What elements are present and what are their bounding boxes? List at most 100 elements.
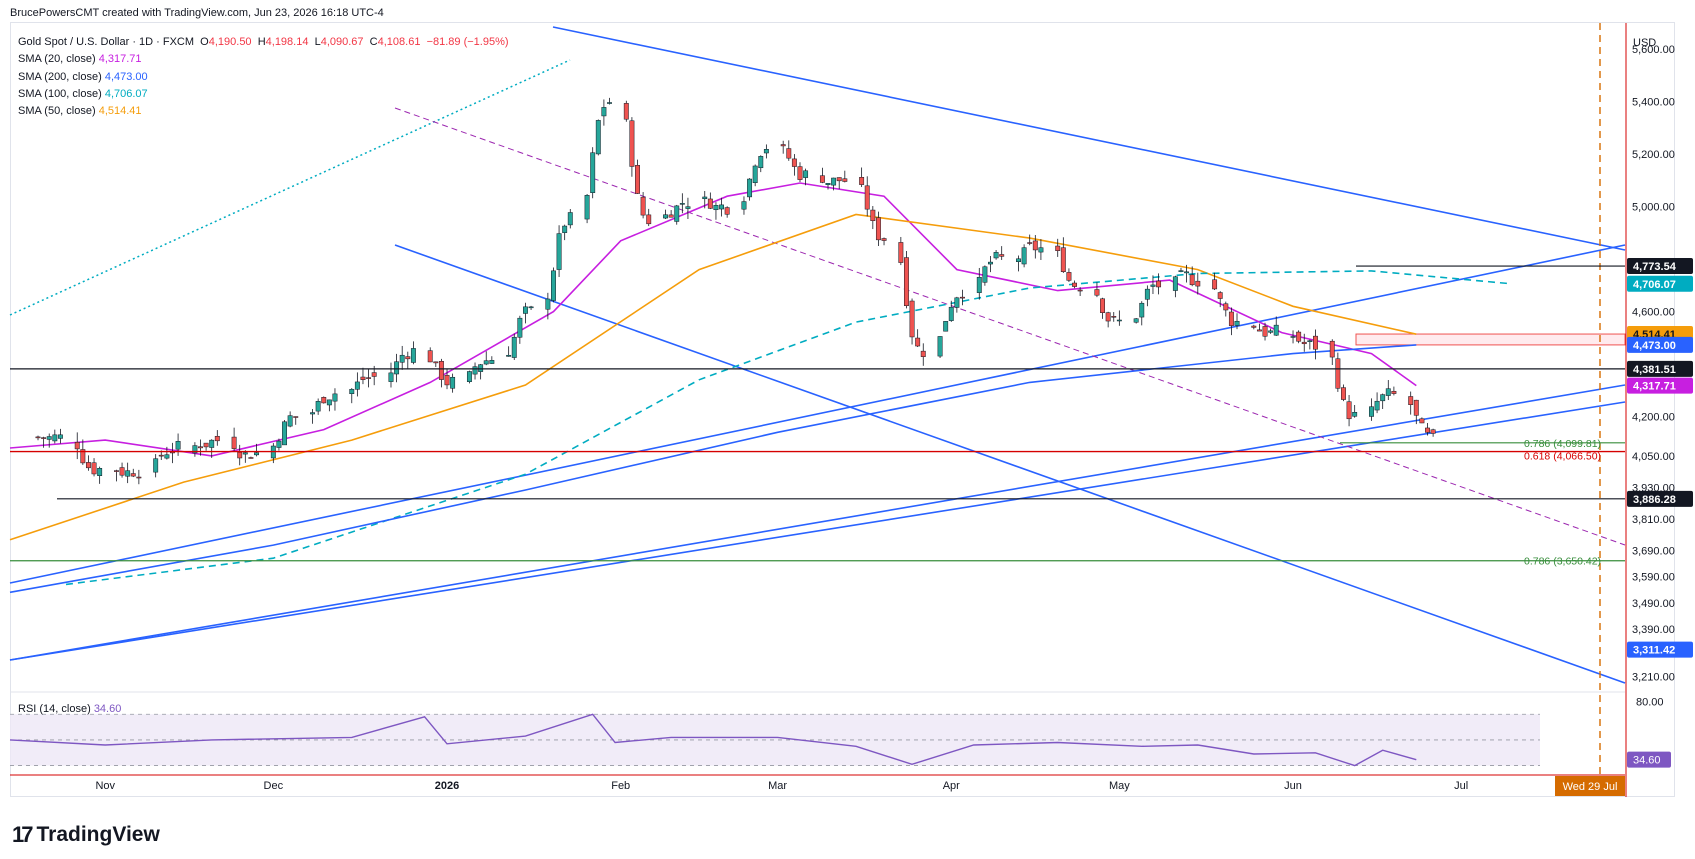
tradingview-logo: 17 TradingView [12,822,160,848]
price-badge [1627,360,1693,377]
tradingview-logo-text: TradingView [36,823,160,846]
price-badge [1627,336,1693,353]
candle-body [819,175,825,183]
symbol-label: Gold Spot / U.S. Dollar · 1D · FXCM [18,36,195,48]
sma-row[interactable]: SMA (20, close) 4,317.71 [18,51,509,68]
trendline [394,244,1626,684]
candle-body [153,458,159,473]
price-axis: 5,600.00 5,400.00 5,200.00 5,000.00 4,600.00… [1627,44,1693,768]
candle-body [399,354,405,363]
time-tick-label: Jul [1454,780,1468,792]
candle-body [293,416,299,418]
candle-body [1111,316,1117,318]
candle-body [203,442,209,448]
price-badge [1627,490,1693,507]
candle-body [1341,387,1346,400]
moving-averages [9,182,1512,594]
candle-body [214,435,220,442]
candle-body [836,177,842,182]
fib-786-lower-label: 0.786 (3,650.42) [1524,556,1601,568]
price-badge [1627,641,1693,658]
candle-body [1256,329,1262,332]
price-tick-label: 5,200.00 [1632,149,1675,161]
candle-body [1223,303,1229,311]
trendline [552,26,1626,251]
price-badge-label: 4,317.71 [1633,381,1676,393]
sma-row[interactable]: SMA (200, close) 4,473.00 [18,69,509,86]
symbol-row: Gold Spot / U.S. Dollar · 1D · FXCM O4,1… [18,34,509,51]
candle-body [567,212,573,226]
candle-body [282,421,287,446]
sma-row[interactable]: SMA (50, close) 4,514.41 [18,103,509,120]
candle-body [786,148,792,159]
candle-body [1391,390,1397,394]
candle-body [523,306,528,314]
price-badge-label: 4,473.00 [1633,340,1676,352]
candle-body [1116,319,1122,322]
trendline [9,401,1626,661]
price-badge-label: 4,706.07 [1633,279,1676,291]
candle-body [999,254,1005,257]
candle-body [909,300,915,338]
time-tick-label: Apr [943,780,960,792]
candle-body [864,185,870,210]
candle-body [601,107,607,117]
candle-body [724,207,730,215]
candle-body [1251,325,1257,328]
candle-body [937,336,943,357]
candle-body [545,298,551,310]
ohlc-h-label: H [257,36,266,48]
candle-body [881,238,887,241]
currency-label[interactable]: USD [1633,37,1657,49]
candle-body [1301,341,1307,345]
candle-body [629,120,635,167]
candle-body [640,196,646,216]
grid [10,23,1627,797]
sma-value: 4,706.07 [104,87,148,100]
candle-body [1335,358,1341,389]
candle-body [943,321,949,332]
candle-body [747,178,753,198]
candle-body [478,364,484,372]
rsi-line [9,713,1417,767]
candle-body [1133,318,1139,323]
candle-body [920,350,926,357]
candle-body [444,375,450,386]
sma20-line [9,182,1417,457]
candle-body [528,306,534,309]
rsi-legend[interactable]: RSI (14, close) 34.60 [18,703,121,715]
rsi-badge [1627,751,1671,768]
candle-body [1094,289,1100,296]
time-tick-label: Mar [768,780,787,792]
fib-618-label: 0.618 (4,066.50) [1524,451,1601,463]
candle-body [242,452,248,455]
sma-label: SMA (50, close) [18,105,96,118]
candle-body [763,149,769,154]
ohlc-o: 4,190.50 [208,36,252,48]
candle-body [35,436,41,439]
candle-body [405,356,411,360]
ohlc-l-label: L [314,36,321,48]
candle-body [635,165,640,194]
candle-body [1408,396,1414,405]
candle-body [287,415,293,427]
trendline [9,384,1626,661]
candle-body [1369,406,1374,417]
candle-body [136,476,142,479]
candle-body [1016,258,1021,262]
candle-body [1290,336,1296,338]
time-tick-label: Dec [264,780,284,792]
sma-label: SMA (20, close) [18,53,96,66]
resistance-zone [1355,333,1626,346]
candle-body [511,336,517,358]
sma-row[interactable]: SMA (100, close) 4,706.07 [18,86,509,103]
ohlc-c: 4,108.61 [377,36,421,48]
candle-body [1021,247,1027,265]
candle-body [584,195,590,220]
rsi-badge-label: 34.60 [1633,755,1661,767]
price-tick-label: 3,690.00 [1632,545,1675,557]
candle-body [1346,401,1352,420]
candle-body [1385,388,1391,396]
candle-body [1150,284,1156,287]
